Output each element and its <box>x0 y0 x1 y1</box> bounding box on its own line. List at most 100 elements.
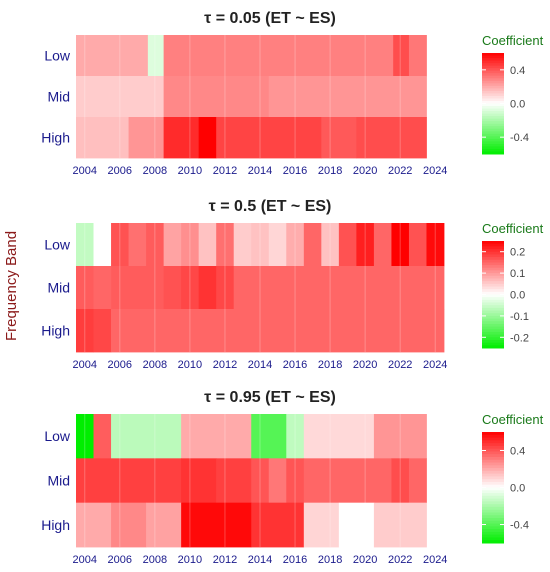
x-tick-label: 2012 <box>213 554 237 566</box>
heatmap-cell <box>76 309 94 353</box>
legend-tick-label: 0.0 <box>510 99 525 111</box>
legend-gradient-step <box>482 270 504 274</box>
legend-gradient-step <box>482 80 504 84</box>
heatmap-cell <box>76 223 94 267</box>
legend-gradient-step <box>482 515 504 519</box>
heatmap-cell <box>233 223 252 267</box>
legend-gradient-step <box>482 299 504 304</box>
legend-gradient-step <box>482 504 504 508</box>
heatmap-cell <box>128 117 165 159</box>
legend-gradient-step <box>482 302 504 306</box>
legend-gradient-step <box>482 331 504 336</box>
legend-gradient-step <box>482 143 504 147</box>
heatmap-cell <box>76 76 165 118</box>
legend-gradient-step <box>482 531 504 536</box>
x-tick-label: 2010 <box>178 359 202 371</box>
legend-gradient-step <box>482 493 504 497</box>
heatmap-cell <box>198 223 217 267</box>
legend-gradient-step <box>482 98 504 102</box>
heatmap-cell <box>111 266 165 310</box>
legend-gradient-step <box>482 133 504 137</box>
legend-gradient-step <box>482 445 504 450</box>
legend-gradient-step <box>482 273 504 277</box>
heatmap-cell <box>76 117 129 159</box>
legend-gradient-step <box>482 537 504 541</box>
legend-gradient-step <box>482 443 504 447</box>
x-tick-label: 2018 <box>318 359 342 371</box>
legend-gradient-step <box>482 259 504 263</box>
heatmap-cell <box>181 502 252 548</box>
legend-gradient-step <box>482 251 504 255</box>
heatmap-cell <box>338 223 357 267</box>
heatmap-cell <box>408 223 427 267</box>
legend-gradient-step <box>482 254 504 258</box>
legend-gradient-step <box>482 53 504 57</box>
legend-gradient-step <box>482 518 504 522</box>
x-tick-label: 2008 <box>143 165 167 177</box>
legend-gradient-step <box>482 448 504 452</box>
legend-gradient-step <box>482 103 504 107</box>
x-tick-label: 2014 <box>248 554 272 566</box>
legend-gradient-step <box>482 540 504 544</box>
legend-gradient-step <box>482 118 504 122</box>
heatmap-cell <box>233 266 445 310</box>
x-tick-label: 2020 <box>353 359 377 371</box>
legend-gradient-step <box>482 440 504 444</box>
legend-gradient-step <box>482 454 504 458</box>
legend-tick-label: 0.4 <box>510 65 525 77</box>
legend-gradient-step <box>482 529 504 533</box>
heatmap-cell <box>251 223 270 267</box>
legend-gradient-step <box>482 456 504 461</box>
legend-gradient-step <box>482 138 504 142</box>
legend-gradient-step <box>482 289 504 293</box>
legend-tick-label: -0.4 <box>510 520 529 532</box>
legend-tick-label: 0.2 <box>510 247 525 259</box>
color-legend: Coefficient 0.4 0.0 -0.4 <box>482 33 544 155</box>
legend-gradient-step <box>482 146 504 150</box>
legend-gradient-step <box>482 58 504 62</box>
heatmap-cell <box>163 266 182 310</box>
x-tick-label: 2024 <box>423 554 447 566</box>
heatmap-cell <box>338 502 375 548</box>
row-label: High <box>41 130 70 146</box>
heatmap-cell <box>286 458 305 504</box>
legend-gradient-step <box>482 498 504 502</box>
legend-gradient-step <box>482 148 504 152</box>
legend-gradient-step <box>482 275 504 279</box>
heatmap-cell <box>163 35 394 77</box>
heatmap-cell <box>181 266 200 310</box>
legend-gradient-step <box>482 339 504 344</box>
panel-title: τ = 0.5 (ET ~ ES) <box>209 198 332 215</box>
heatmap-cell <box>198 266 217 310</box>
legend-gradient-step <box>482 128 504 132</box>
legend-gradient-step <box>482 60 504 64</box>
heatmap-cell <box>321 117 357 159</box>
color-legend: Coefficient 0.2 0.1 0.0 -0.1 -0.2 <box>482 221 544 349</box>
legend-gradient-step <box>482 479 504 483</box>
legend-gradient-step <box>482 437 504 441</box>
heatmap-cell <box>146 502 182 548</box>
heatmap-cell <box>111 223 129 267</box>
heatmap-cell <box>93 223 112 267</box>
legend-gradient-step <box>482 136 504 140</box>
heatmap-cell <box>251 458 270 504</box>
legend-gradient-step <box>482 75 504 79</box>
heatmap-cell <box>393 35 410 77</box>
legend-gradient-step <box>482 70 504 74</box>
legend-gradient-step <box>482 313 504 317</box>
legend-gradient-step <box>482 315 504 320</box>
legend-gradient-step <box>482 246 504 250</box>
heatmap-cell <box>128 223 147 267</box>
row-label: High <box>41 517 70 533</box>
row-label: Low <box>44 48 71 64</box>
legend-gradient-step <box>482 123 504 127</box>
legend-gradient-step <box>482 318 504 322</box>
legend-gradient-step <box>482 85 504 89</box>
legend-gradient-step <box>482 495 504 500</box>
heatmap-cell <box>181 458 217 504</box>
heatmap-cell <box>76 266 94 310</box>
heatmap-cell <box>163 223 182 267</box>
legend-gradient-step <box>482 151 504 155</box>
legend-gradient-step <box>482 267 504 271</box>
legend-gradient-step <box>482 90 504 94</box>
